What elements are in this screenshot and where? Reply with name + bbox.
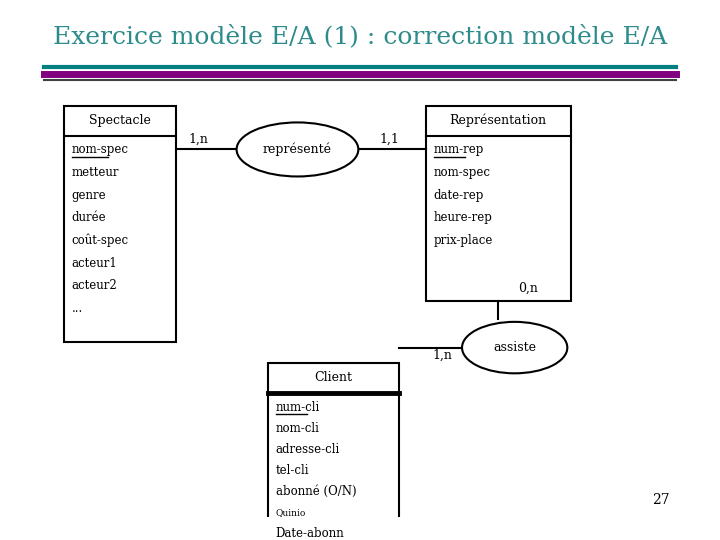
Text: assiste: assiste [493,341,536,354]
Text: date-rep: date-rep [433,189,484,202]
Text: nom-spec: nom-spec [72,144,129,157]
Text: tel-cli: tel-cli [276,464,310,477]
Text: genre: genre [72,189,107,202]
Text: acteur2: acteur2 [72,279,117,292]
Text: Exercice modèle E/A (1) : correction modèle E/A: Exercice modèle E/A (1) : correction mod… [53,24,667,48]
Text: abonné (O/N): abonné (O/N) [276,485,356,498]
Text: metteur: metteur [72,166,120,179]
Text: nom-spec: nom-spec [433,166,491,179]
Text: 1,n: 1,n [432,349,452,362]
Text: prix-place: prix-place [433,234,493,247]
Text: durée: durée [72,211,107,225]
Text: num-rep: num-rep [433,144,484,157]
Text: représenté: représenté [263,143,332,156]
Text: acteur1: acteur1 [72,256,117,269]
Text: num-cli: num-cli [276,401,320,414]
Bar [64,106,176,342]
Text: 27: 27 [652,493,670,507]
Text: heure-rep: heure-rep [433,211,492,225]
Text: 0,n: 0,n [518,282,538,295]
Bar [426,106,571,301]
Text: Quinio: Quinio [276,508,306,517]
Text: Date-abonn: Date-abonn [276,528,344,540]
Ellipse shape [237,123,359,177]
Text: adresse-cli: adresse-cli [276,443,340,456]
Text: coût-spec: coût-spec [72,234,129,247]
Text: 1,1: 1,1 [379,133,400,146]
Text: nom-cli: nom-cli [276,422,320,435]
Ellipse shape [462,322,567,373]
Text: Client: Client [315,372,353,384]
Text: 1,n: 1,n [189,133,209,146]
Bar [268,363,400,540]
Text: Spectacle: Spectacle [89,114,150,127]
Text: Représentation: Représentation [450,114,546,127]
Text: ...: ... [72,302,83,315]
